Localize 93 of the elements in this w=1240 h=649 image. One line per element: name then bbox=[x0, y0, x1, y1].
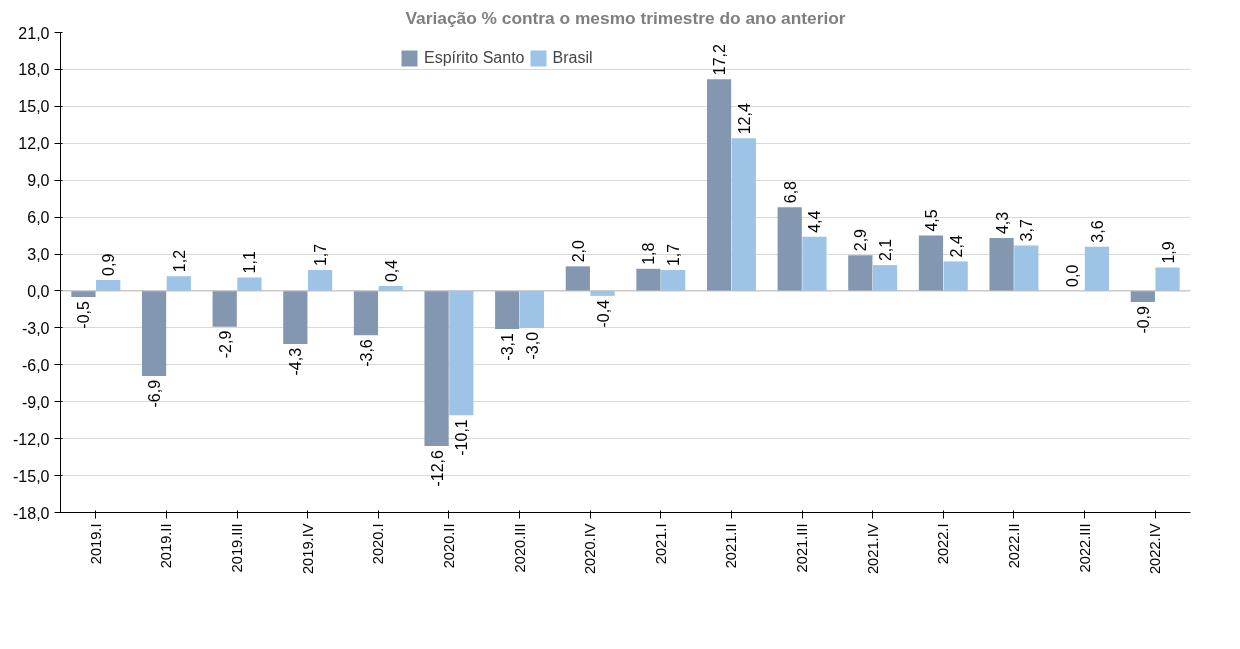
bar bbox=[1155, 267, 1180, 291]
y-tick-label: 12,0 bbox=[18, 135, 50, 153]
x-tick-label: 2021.I bbox=[652, 523, 669, 565]
bar bbox=[519, 290, 545, 328]
data-label: -12,6 bbox=[428, 449, 446, 487]
bar bbox=[802, 236, 827, 291]
x-tick-label: 2021.IV bbox=[864, 523, 881, 575]
data-label: -4,3 bbox=[287, 347, 305, 376]
data-label: 1,7 bbox=[312, 243, 330, 267]
bar bbox=[353, 290, 379, 336]
bar bbox=[237, 277, 262, 291]
x-tick-label: 2020.I bbox=[370, 523, 387, 565]
data-label: 1,7 bbox=[665, 243, 683, 267]
data-label: 2,1 bbox=[877, 238, 895, 262]
data-label: 1,2 bbox=[170, 249, 188, 273]
bar bbox=[943, 261, 968, 291]
x-tick-label: 2022.III bbox=[1076, 523, 1093, 573]
data-label: 3,6 bbox=[1088, 220, 1106, 243]
data-label: -3,6 bbox=[357, 339, 375, 367]
bar bbox=[1084, 246, 1110, 291]
bar bbox=[495, 290, 520, 330]
data-label: -0,5 bbox=[75, 301, 93, 329]
data-label: 4,3 bbox=[993, 211, 1011, 235]
bar bbox=[918, 235, 944, 291]
data-label: 2,9 bbox=[852, 228, 870, 252]
y-tick-label: -18,0 bbox=[13, 504, 50, 522]
bar bbox=[1014, 245, 1039, 291]
data-label: 6,8 bbox=[781, 180, 799, 204]
bar bbox=[706, 79, 732, 291]
bar bbox=[424, 290, 449, 447]
data-label: 1,9 bbox=[1159, 241, 1177, 264]
bar bbox=[661, 270, 686, 291]
legend-label: Espírito Santo bbox=[424, 49, 525, 67]
data-label: -3,0 bbox=[523, 331, 541, 360]
y-tick-label: -15,0 bbox=[13, 467, 50, 485]
data-label: -10,1 bbox=[453, 419, 471, 456]
y-tick-label: 9,0 bbox=[27, 172, 50, 190]
bar bbox=[96, 279, 121, 291]
x-tick-label: 2019.IV bbox=[299, 523, 316, 575]
data-label: 0,9 bbox=[100, 253, 118, 276]
x-tick-label: 2022.I bbox=[935, 523, 952, 565]
data-label: -0,4 bbox=[594, 299, 612, 328]
bar bbox=[777, 207, 802, 291]
x-tick-label: 2020.II bbox=[440, 523, 457, 569]
bar bbox=[307, 270, 333, 291]
bar bbox=[565, 266, 590, 291]
y-tick-label: -6,0 bbox=[21, 356, 50, 374]
data-label: 1,8 bbox=[640, 242, 658, 265]
y-tick-label: 21,0 bbox=[18, 24, 50, 42]
y-tick-label: 15,0 bbox=[18, 98, 50, 116]
bar bbox=[872, 265, 898, 291]
x-tick-label: 2022.II bbox=[1005, 523, 1022, 569]
data-label: 0,4 bbox=[382, 259, 400, 283]
chart-title: Variação % contra o mesmo trimestre do ano anterior bbox=[405, 7, 846, 28]
data-label: 4,4 bbox=[806, 210, 824, 233]
y-tick-label: -12,0 bbox=[13, 430, 50, 448]
data-label: -0,9 bbox=[1134, 305, 1152, 334]
bar bbox=[212, 290, 237, 327]
data-label: -3,1 bbox=[499, 333, 517, 361]
bar bbox=[141, 290, 167, 376]
data-label: 1,1 bbox=[241, 251, 259, 274]
x-tick-label: 2021.III bbox=[794, 523, 811, 573]
y-tick-label: 0,0 bbox=[27, 282, 50, 300]
data-label: 2,0 bbox=[569, 240, 587, 263]
x-tick-label: 2020.IV bbox=[582, 523, 599, 575]
x-tick-label: 2019.I bbox=[87, 523, 104, 565]
bar bbox=[166, 276, 191, 291]
x-tick-label: 2021.II bbox=[723, 523, 740, 569]
data-label: -6,9 bbox=[146, 379, 164, 408]
x-tick-label: 2019.II bbox=[158, 523, 175, 569]
bar bbox=[449, 290, 474, 416]
bar bbox=[848, 255, 873, 291]
x-tick-label: 2022.IV bbox=[1147, 523, 1164, 575]
bar bbox=[636, 268, 661, 291]
data-label: 2,4 bbox=[947, 235, 965, 258]
bar bbox=[283, 290, 308, 344]
bar bbox=[731, 138, 756, 291]
data-label: 3,7 bbox=[1018, 219, 1036, 242]
y-tick-label: -9,0 bbox=[21, 393, 50, 411]
y-tick-label: 18,0 bbox=[18, 61, 50, 79]
data-label: -2,9 bbox=[216, 330, 234, 359]
y-tick-label: 6,0 bbox=[27, 209, 50, 227]
x-tick-label: 2020.III bbox=[511, 523, 528, 573]
data-label: 4,5 bbox=[922, 209, 940, 232]
bar bbox=[1130, 290, 1155, 303]
y-tick-label: 3,0 bbox=[27, 246, 50, 264]
data-label: 0,0 bbox=[1064, 264, 1082, 287]
data-label: 17,2 bbox=[711, 44, 729, 76]
x-tick-label: 2019.III bbox=[229, 523, 246, 573]
y-tick-label: -3,0 bbox=[21, 319, 50, 337]
data-label: 12,4 bbox=[735, 103, 753, 135]
bar bbox=[989, 238, 1014, 291]
legend-label: Brasil bbox=[552, 49, 593, 67]
